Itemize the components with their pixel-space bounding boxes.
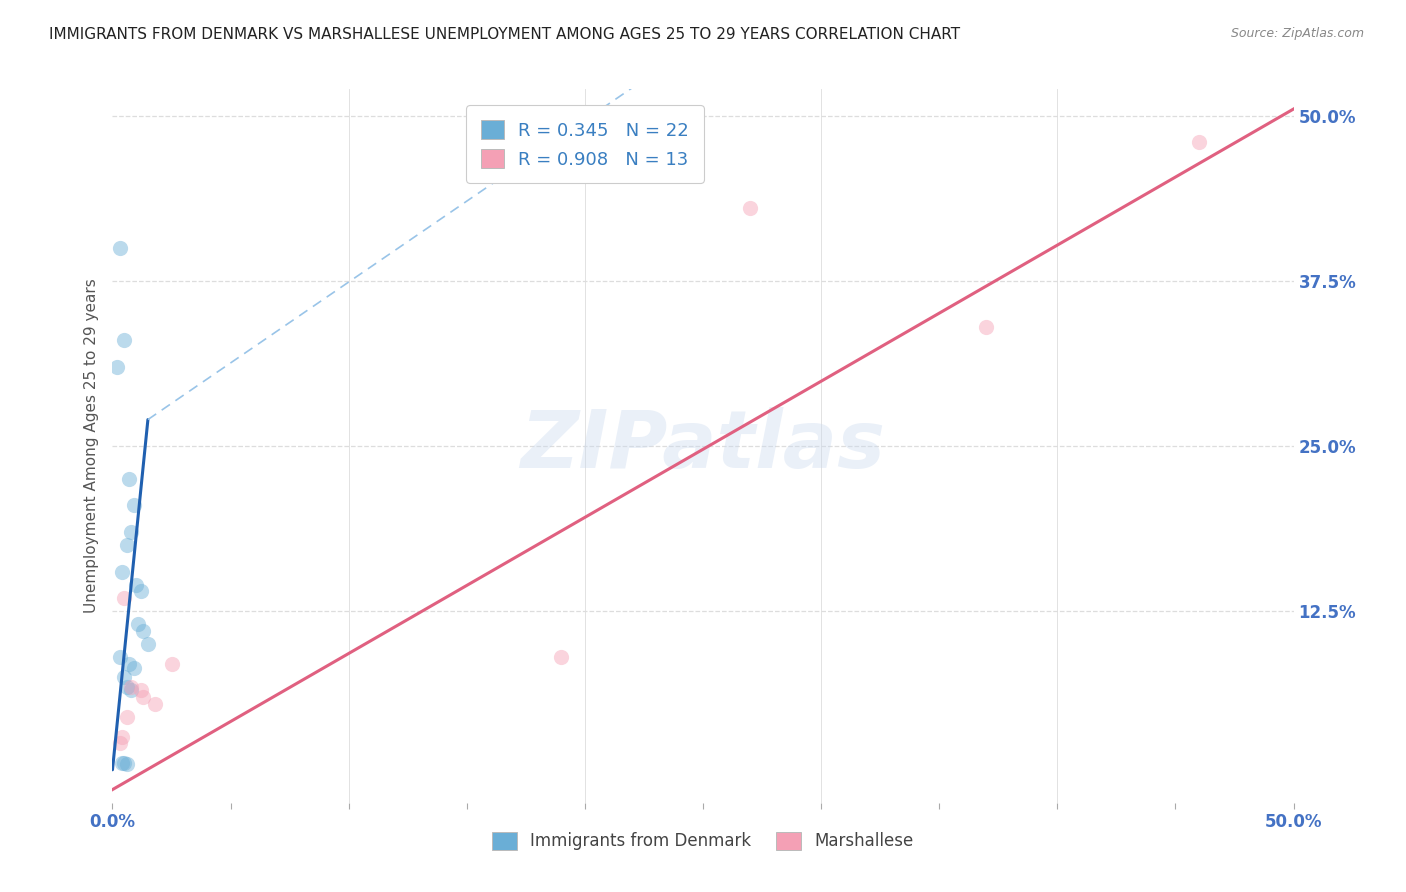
Point — [125, 578, 148, 592]
Point — [108, 650, 131, 665]
Point — [115, 710, 138, 724]
Point — [120, 683, 142, 698]
Text: ZIPatlas: ZIPatlas — [520, 407, 886, 485]
Point — [115, 680, 138, 694]
Point — [118, 472, 141, 486]
Point — [129, 683, 152, 698]
Point — [120, 524, 142, 539]
Point — [112, 756, 135, 771]
Point — [112, 333, 135, 347]
Point — [111, 565, 134, 579]
Text: IMMIGRANTS FROM DENMARK VS MARSHALLESE UNEMPLOYMENT AMONG AGES 25 TO 29 YEARS CO: IMMIGRANTS FROM DENMARK VS MARSHALLESE U… — [49, 27, 960, 42]
Point — [1188, 135, 1211, 149]
Point — [112, 670, 135, 684]
Point — [108, 241, 131, 255]
Point — [115, 757, 138, 772]
Point — [136, 637, 159, 651]
Point — [976, 320, 998, 334]
Point — [132, 624, 155, 638]
Text: Source: ZipAtlas.com: Source: ZipAtlas.com — [1230, 27, 1364, 40]
Point — [127, 617, 149, 632]
Point — [129, 584, 152, 599]
Point — [740, 201, 762, 215]
Point — [108, 736, 131, 750]
Point — [112, 591, 135, 605]
Point — [111, 756, 134, 771]
Point — [105, 359, 128, 374]
Point — [122, 499, 145, 513]
Point — [111, 730, 134, 744]
Y-axis label: Unemployment Among Ages 25 to 29 years: Unemployment Among Ages 25 to 29 years — [83, 278, 98, 614]
Point — [550, 650, 572, 665]
Point — [115, 538, 138, 552]
Point — [118, 657, 141, 671]
Point — [143, 697, 166, 711]
Point — [160, 657, 183, 671]
Point — [120, 680, 142, 694]
Legend: Immigrants from Denmark, Marshallese: Immigrants from Denmark, Marshallese — [484, 823, 922, 859]
Point — [132, 690, 155, 704]
Point — [122, 661, 145, 675]
